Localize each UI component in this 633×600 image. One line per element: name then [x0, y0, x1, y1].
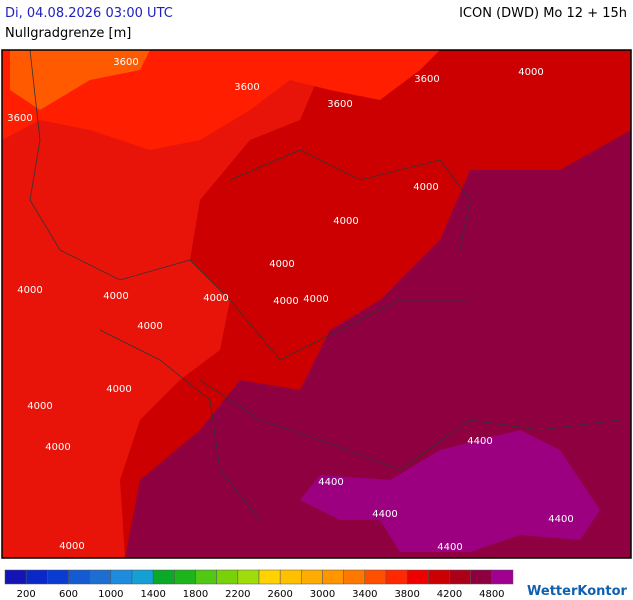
legend-swatch: [301, 569, 323, 585]
legend-label: 4200: [437, 589, 462, 600]
borders: [29, 49, 621, 521]
frame: [1, 49, 632, 559]
legend-label: 3400: [352, 589, 377, 600]
contour-label: 4000: [45, 442, 70, 453]
contour-label: 3600: [327, 99, 352, 110]
contour-label: 4400: [548, 514, 573, 525]
contour-label: 4000: [137, 321, 162, 332]
contour-label: 4000: [303, 294, 328, 305]
legend-swatch: [68, 569, 90, 585]
brand: WetterKontor: [527, 584, 628, 599]
subtitle: Nullgradgrenze [m]: [5, 26, 132, 41]
contour-label: 4000: [413, 182, 438, 193]
contour-label: 4000: [203, 293, 228, 304]
legend-swatch: [406, 569, 429, 585]
legend-swatch: [174, 569, 196, 585]
legend-swatch: [491, 569, 514, 585]
contour-label: 4000: [59, 541, 84, 552]
legend-label: 3800: [394, 589, 419, 600]
legend-swatch: [258, 569, 281, 585]
legend-label: 1800: [183, 589, 208, 600]
contour-label: 4000: [106, 384, 131, 395]
border: [29, 49, 470, 361]
legend-swatch: [322, 569, 344, 585]
legend-swatch: [152, 569, 175, 585]
legend-label: 3000: [310, 589, 335, 600]
legend-label: 2200: [225, 589, 250, 600]
contour-label: 3600: [7, 113, 32, 124]
field-3400: [10, 50, 150, 110]
border: [229, 149, 471, 251]
date: Di, 04.08.2026 03:00 UTC: [5, 6, 173, 21]
legend-label: 200: [17, 589, 36, 600]
contour-label: 4400: [318, 477, 343, 488]
contour-label: 3600: [414, 74, 439, 85]
legend-swatch: [279, 569, 302, 585]
contour-label: 4400: [467, 436, 492, 447]
contour-label: 4000: [17, 285, 42, 296]
legend-swatch: [470, 569, 493, 585]
legend-swatch: [364, 569, 387, 585]
field-4600: [300, 430, 600, 552]
legend-swatch: [47, 569, 69, 585]
model: ICON (DWD) Mo 12 + 15h: [459, 6, 627, 21]
field-3800: [2, 50, 330, 558]
legend-swatch: [110, 569, 133, 585]
legend-swatch: [195, 569, 217, 585]
legend-swatch: [25, 569, 48, 585]
legend-swatch: [216, 569, 239, 585]
legend-swatch: [89, 569, 112, 585]
contour-label: 4000: [27, 401, 52, 412]
legend-label: 600: [59, 589, 78, 600]
contour-label: 3600: [234, 82, 259, 93]
contour-label: 4000: [269, 259, 294, 270]
legend-swatch: [237, 569, 260, 585]
contour-label: 4400: [372, 509, 397, 520]
contour-label: 4000: [273, 296, 298, 307]
legend-swatch: [131, 569, 154, 585]
contour-label: 4000: [518, 67, 543, 78]
legend-swatch: [428, 569, 450, 585]
legend-label: 1000: [98, 589, 123, 600]
legend-label: 4800: [479, 589, 504, 600]
contour-label: 4000: [333, 216, 358, 227]
legend-swatch: [343, 569, 366, 585]
contour-label: 4400: [437, 542, 462, 553]
border: [99, 329, 261, 521]
legend-swatch: [449, 569, 471, 585]
legend-label: 1400: [140, 589, 165, 600]
legend-label: 2600: [267, 589, 292, 600]
contour-label: 4000: [103, 291, 128, 302]
border: [199, 379, 621, 471]
legend-swatch: [385, 569, 408, 585]
legend-swatch: [4, 569, 27, 585]
contour-label: 3600: [113, 57, 138, 68]
